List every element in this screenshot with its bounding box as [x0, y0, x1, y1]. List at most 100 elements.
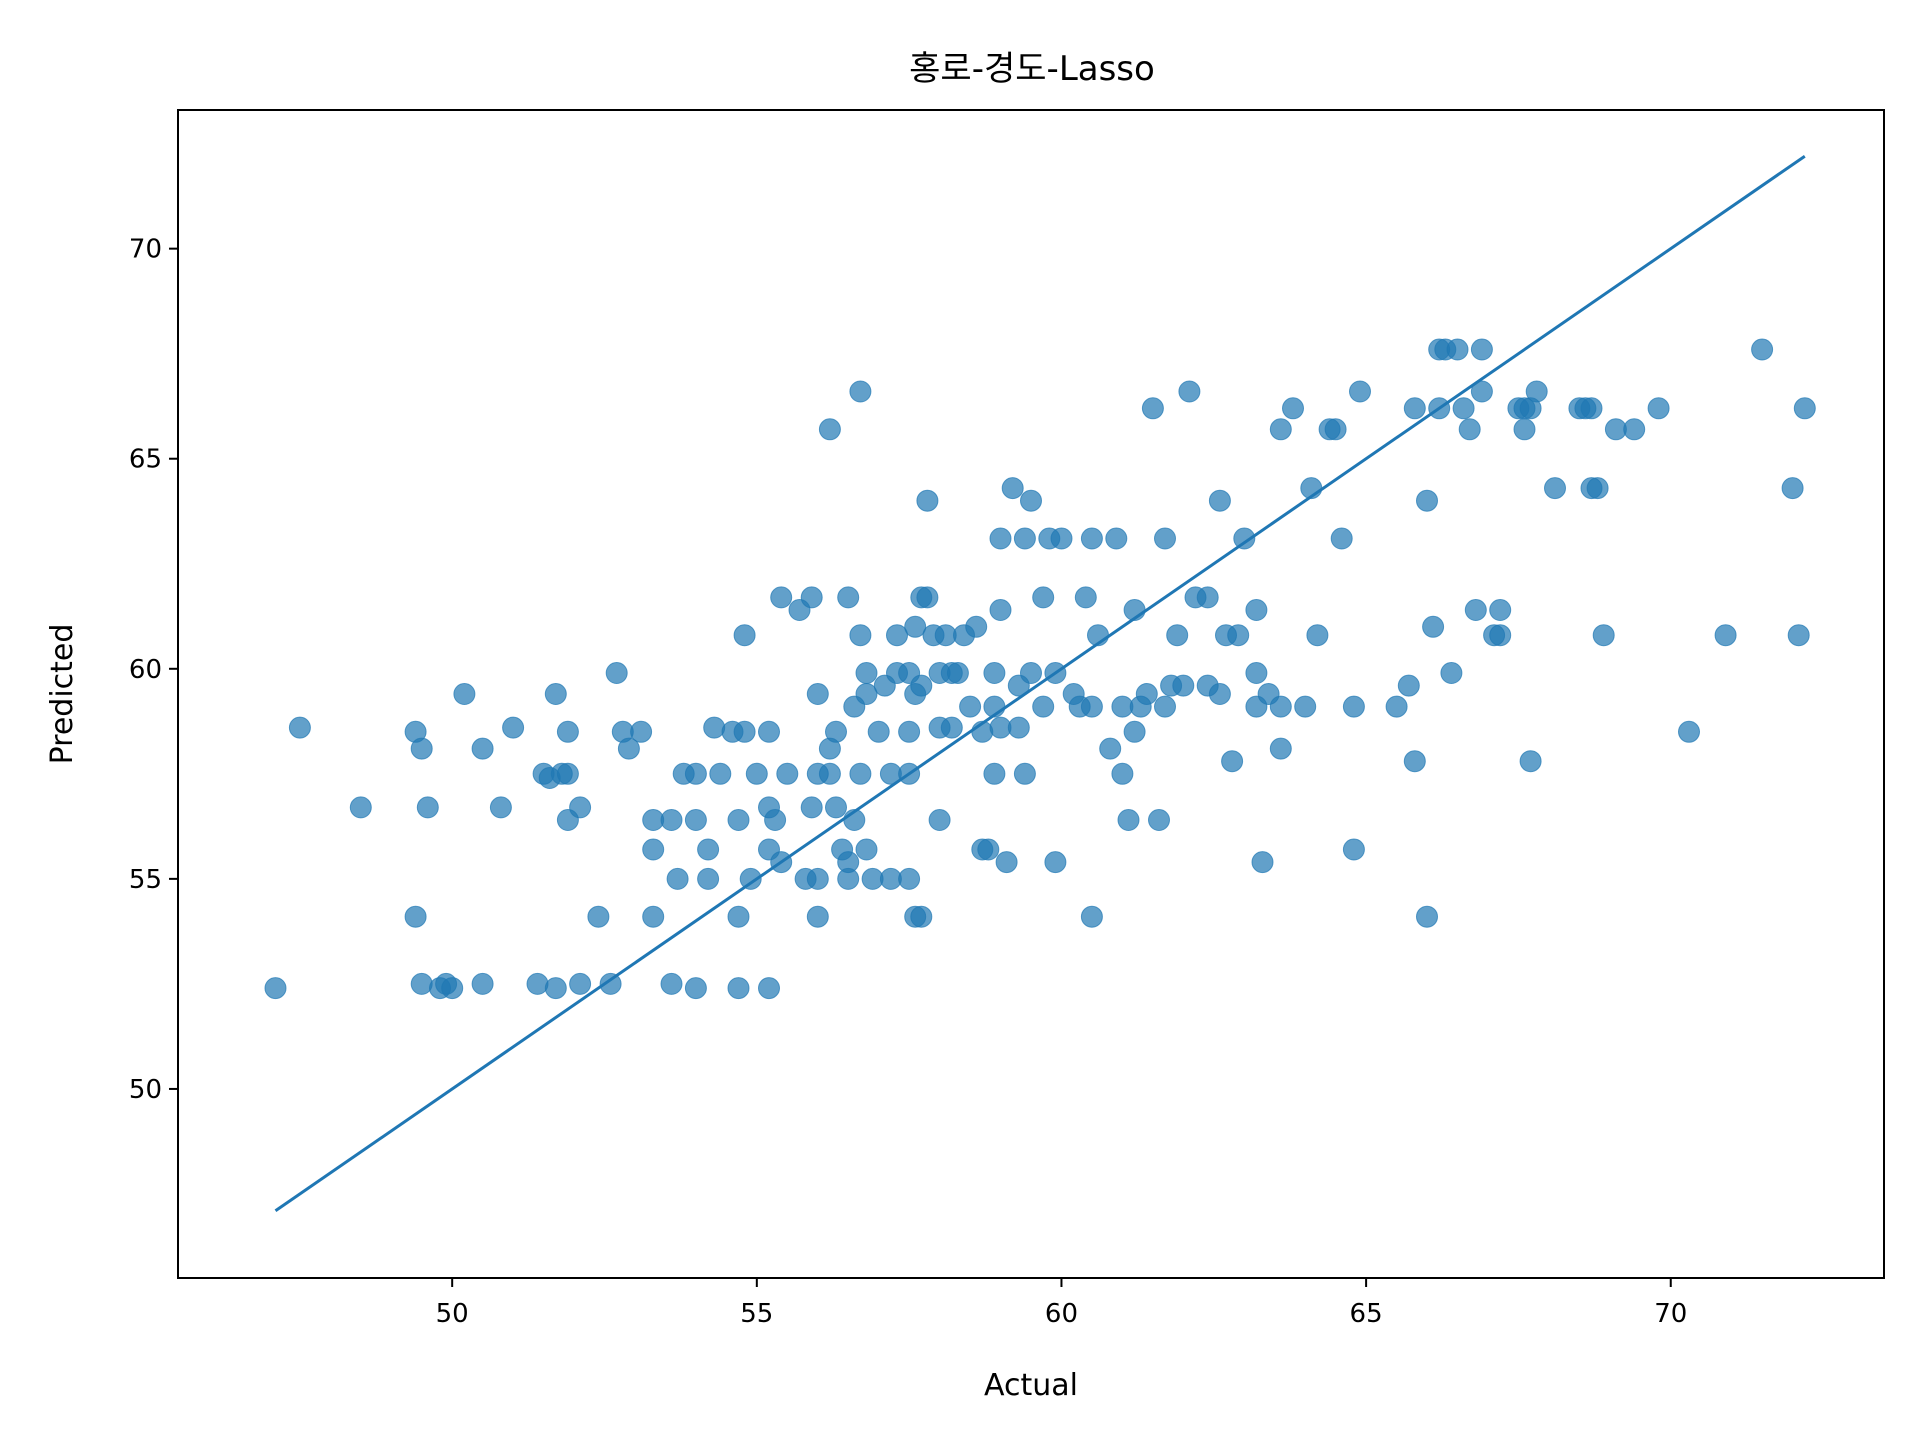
data-point	[410, 972, 433, 995]
data-point	[1787, 624, 1810, 647]
data-point	[989, 599, 1012, 621]
data-point	[1141, 397, 1164, 420]
data-point	[1269, 695, 1292, 718]
data-point	[1007, 716, 1030, 739]
data-point	[1458, 418, 1481, 441]
plot-area	[264, 154, 1816, 1213]
data-point	[733, 624, 756, 647]
data-point	[910, 674, 933, 697]
data-point	[1330, 527, 1353, 550]
data-point	[1013, 762, 1036, 785]
data-point	[989, 527, 1012, 550]
data-point	[898, 867, 921, 890]
data-point	[1544, 477, 1566, 500]
data-point	[928, 809, 951, 831]
data-point	[349, 796, 372, 819]
data-point	[995, 851, 1018, 874]
data-point	[1416, 489, 1438, 512]
data-point	[1385, 695, 1408, 718]
data-point	[898, 720, 921, 743]
data-point	[1470, 380, 1493, 403]
data-point	[1793, 397, 1816, 420]
data-point	[1403, 397, 1426, 420]
data-point	[1013, 527, 1036, 550]
data-point	[703, 716, 726, 739]
data-point	[825, 720, 847, 743]
data-point	[1342, 838, 1365, 861]
data-point	[1148, 809, 1170, 831]
data-point	[288, 716, 311, 739]
data-point	[867, 720, 890, 743]
data-point	[727, 977, 750, 1000]
data-point	[569, 796, 592, 819]
data-point	[806, 905, 829, 928]
data-point	[556, 762, 579, 785]
data-point	[1623, 418, 1646, 441]
data-point	[660, 809, 683, 831]
data-point	[977, 838, 1000, 861]
y-tick-label: 55	[129, 865, 162, 895]
data-point	[1586, 477, 1609, 500]
data-point	[544, 683, 567, 705]
data-point	[666, 867, 689, 890]
data-point	[946, 662, 969, 684]
data-point	[1513, 418, 1536, 441]
data-point	[684, 809, 707, 831]
data-point	[1470, 338, 1493, 361]
data-point	[1050, 527, 1073, 550]
data-point	[1714, 624, 1737, 647]
data-point	[1245, 599, 1268, 621]
data-point	[764, 809, 787, 831]
data-point	[1294, 695, 1317, 718]
data-point	[910, 905, 933, 928]
data-point	[556, 720, 579, 743]
data-point	[1020, 489, 1042, 512]
data-point	[1245, 662, 1268, 684]
data-point	[471, 737, 494, 760]
data-point	[745, 762, 768, 785]
data-point	[1227, 624, 1250, 647]
data-point	[1105, 527, 1128, 550]
data-point	[1647, 397, 1670, 420]
data-point	[758, 720, 780, 743]
data-point	[1342, 695, 1365, 718]
data-point	[1099, 737, 1122, 760]
x-tick-label: 65	[1350, 1299, 1383, 1329]
data-point	[489, 796, 512, 819]
data-point	[1001, 477, 1024, 500]
data-point	[1074, 586, 1097, 609]
data-point	[1269, 418, 1292, 441]
data-point	[502, 716, 525, 739]
data-point	[739, 867, 762, 890]
chart-title: 홍로-경도-Lasso	[909, 49, 1155, 89]
data-point	[1032, 695, 1055, 718]
data-point	[630, 720, 653, 743]
data-point	[1208, 489, 1231, 512]
data-point	[1592, 624, 1615, 647]
data-point	[642, 905, 665, 928]
data-point	[1178, 380, 1201, 403]
y-tick-label: 60	[129, 655, 162, 685]
data-point	[1080, 695, 1103, 718]
data-point	[1251, 851, 1274, 874]
data-point	[697, 867, 720, 890]
data-point	[1221, 750, 1244, 773]
data-point	[526, 972, 549, 995]
data-point	[837, 586, 860, 609]
data-point	[1446, 338, 1469, 361]
data-point	[642, 838, 665, 861]
data-point	[916, 586, 939, 609]
data-point	[264, 977, 287, 1000]
data-point	[800, 796, 823, 819]
data-point	[1020, 662, 1042, 684]
data-point	[983, 762, 1006, 785]
data-point	[849, 762, 872, 785]
data-point	[709, 762, 732, 785]
x-tick-label: 55	[740, 1299, 773, 1329]
data-point	[837, 867, 860, 890]
data-point	[1111, 762, 1134, 785]
x-tick-label: 50	[436, 1299, 469, 1329]
data-point	[441, 977, 464, 1000]
data-point	[453, 683, 476, 705]
